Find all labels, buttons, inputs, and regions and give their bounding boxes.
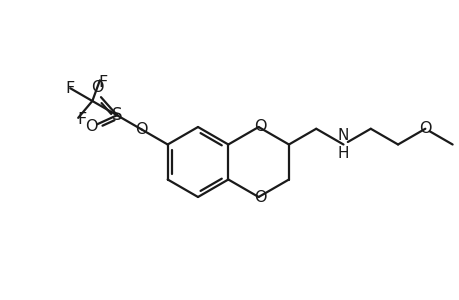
Text: O: O — [135, 122, 148, 137]
Text: O: O — [254, 118, 266, 134]
Text: N
H: N H — [337, 128, 348, 161]
Text: O: O — [418, 121, 431, 136]
Text: F: F — [66, 81, 75, 96]
Text: O: O — [254, 190, 266, 206]
Text: S: S — [112, 106, 122, 124]
Text: F: F — [77, 112, 86, 128]
Text: O: O — [84, 119, 97, 134]
Text: F: F — [99, 75, 108, 90]
Text: O: O — [90, 80, 103, 95]
